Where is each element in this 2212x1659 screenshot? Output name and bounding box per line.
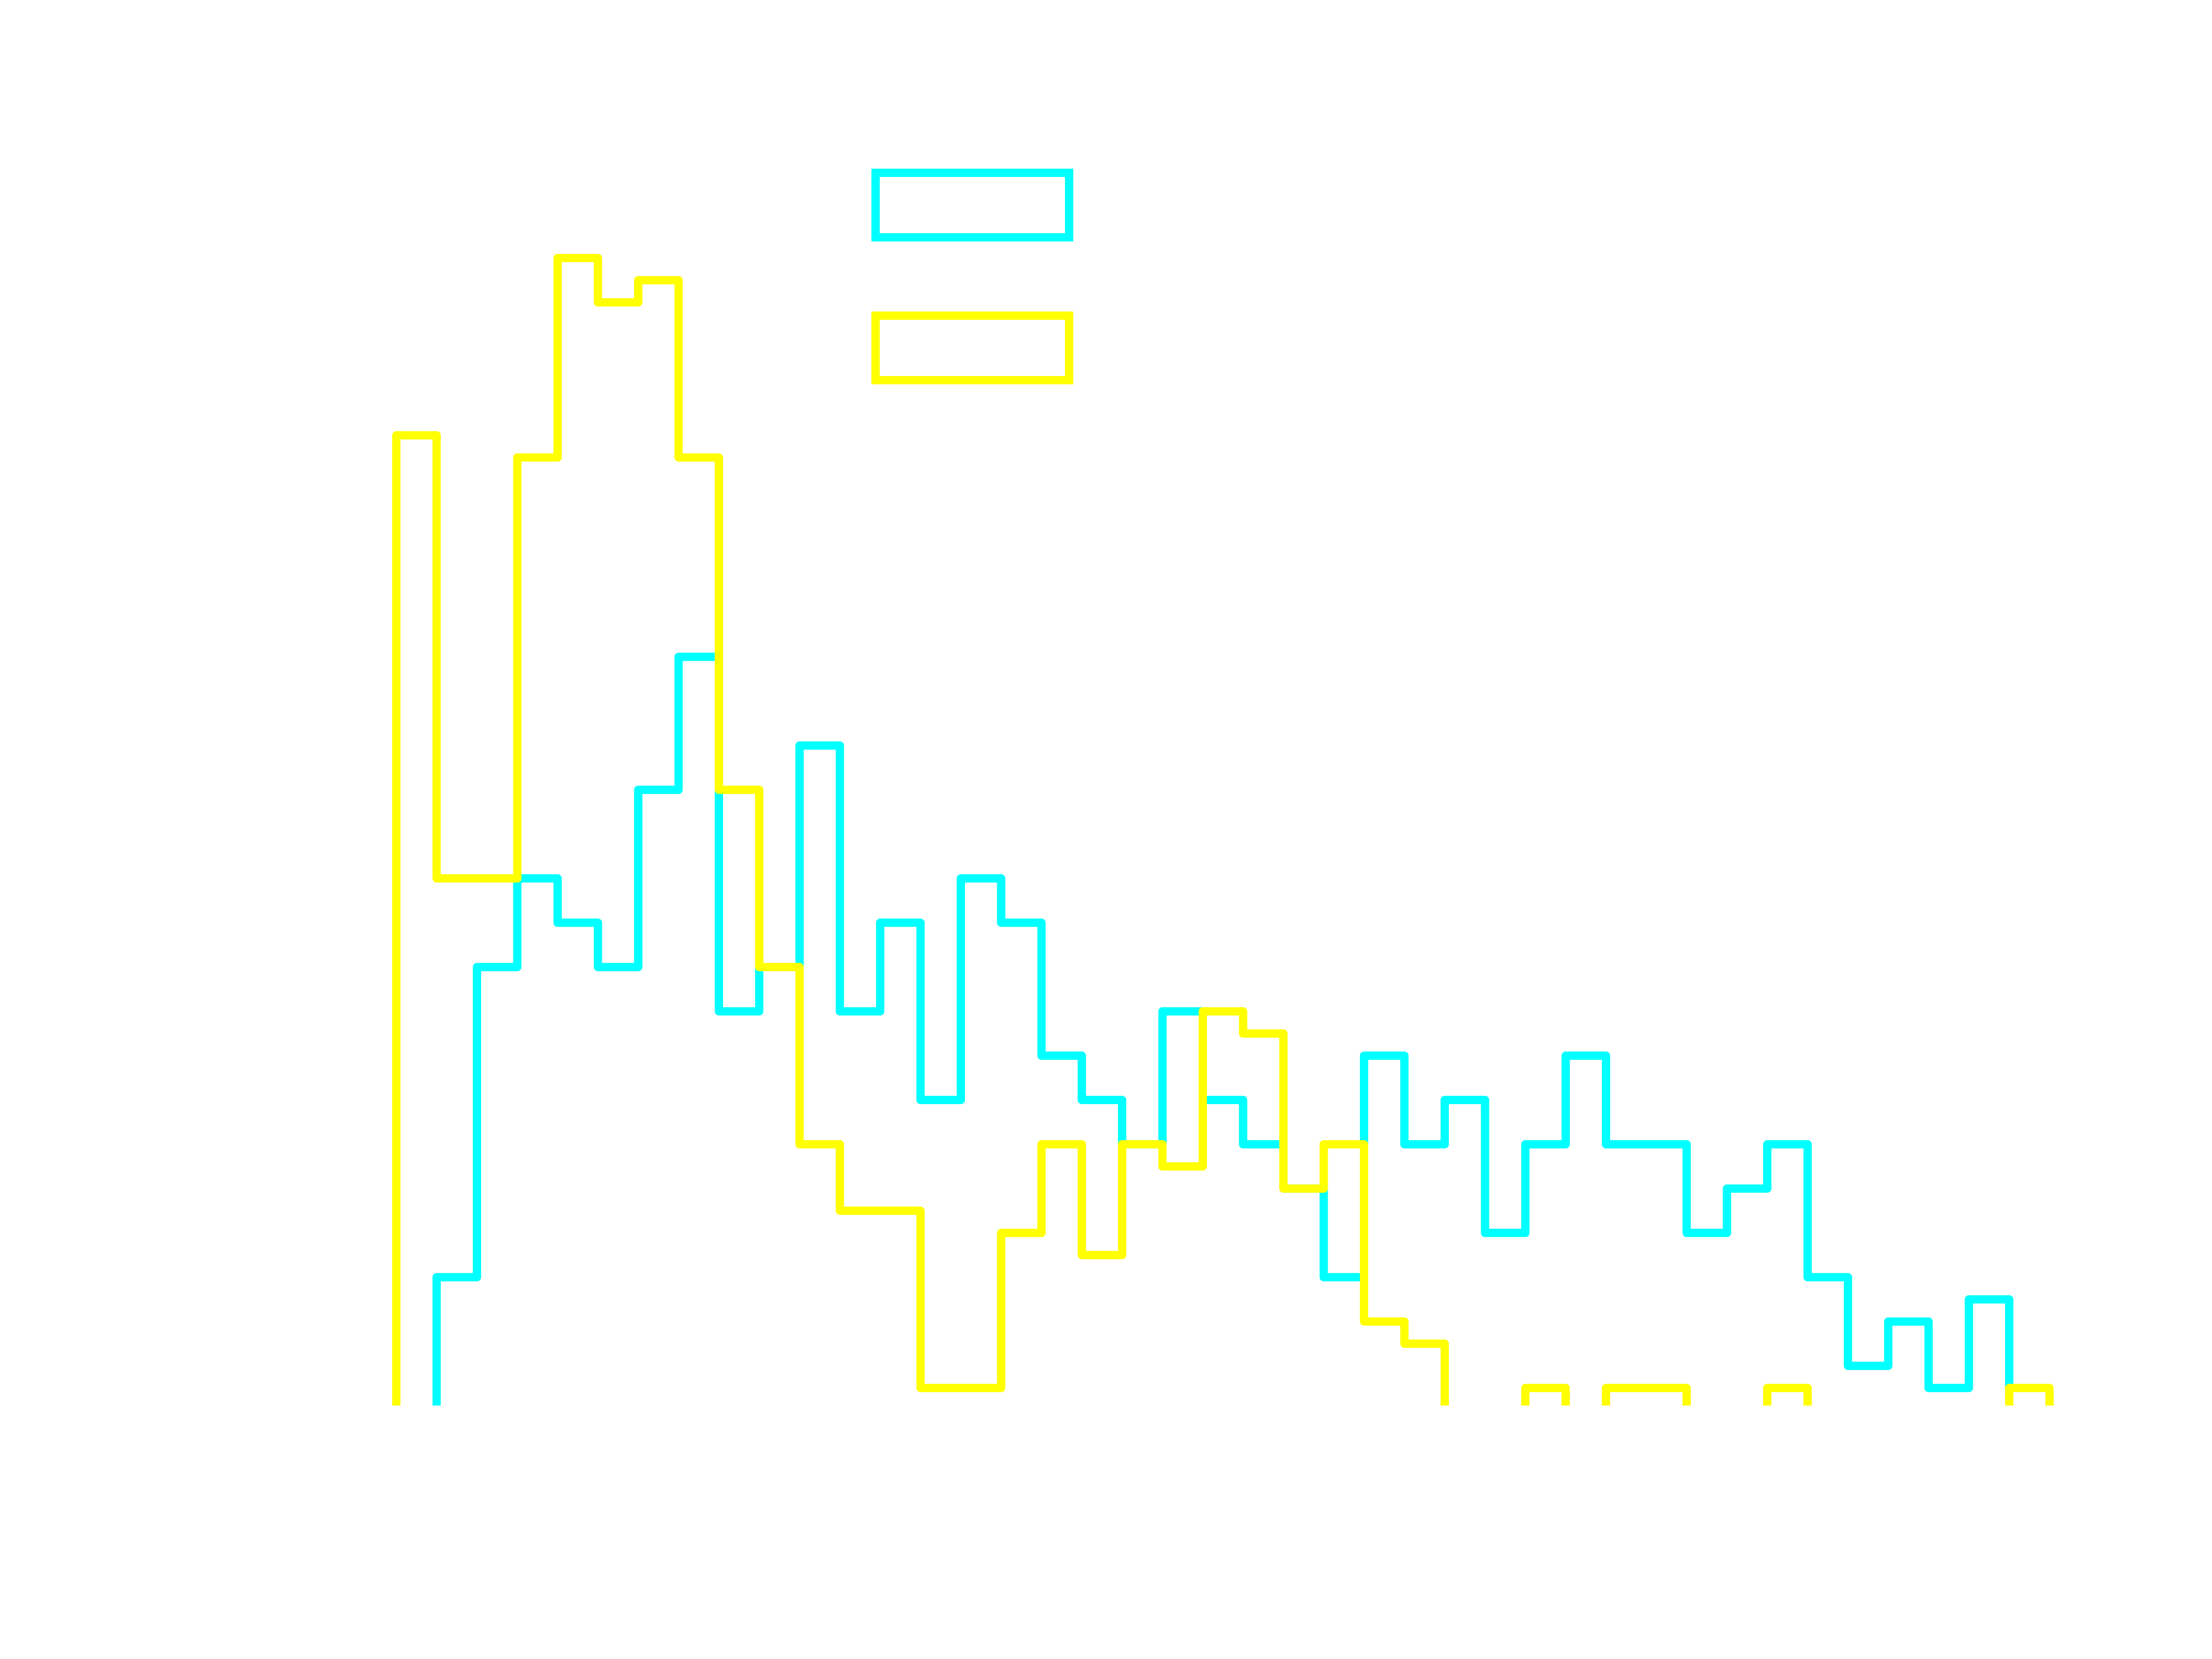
series-1-bin (1848, 1366, 1888, 1410)
series-2-bin (638, 280, 679, 1410)
series-1-bin (1485, 1233, 1526, 1410)
series-2-bin (518, 458, 558, 1410)
series-2-bin (840, 1211, 881, 1410)
series-1-bin (1888, 1322, 1929, 1410)
series-2-bin (396, 435, 437, 1410)
series-2-bin (679, 458, 719, 1410)
series-2-bin (1324, 1144, 1365, 1410)
series-2-bin (1122, 1144, 1163, 1410)
series-1-bin (1808, 1277, 1848, 1410)
series-2-bin (1405, 1344, 1445, 1410)
series-1-bin (1606, 1144, 1647, 1410)
series-2-bin (558, 258, 598, 1410)
series-2-bin (1203, 1012, 1243, 1410)
series-1-bin (961, 878, 1001, 1410)
series-2-bin (1243, 1034, 1284, 1410)
series-1-bin (1647, 1144, 1687, 1410)
series-2-bin (598, 302, 639, 1410)
series-1-bin (1687, 1233, 1727, 1410)
series-2-bin (1082, 1255, 1123, 1410)
series-1-bin (1445, 1100, 1485, 1410)
series-2-bin (1001, 1233, 1042, 1410)
series-1-bin (1727, 1188, 1768, 1410)
series-2-bin (477, 878, 518, 1410)
series-2-bin (1041, 1144, 1082, 1410)
series-2-bin (880, 1211, 921, 1410)
series-2-bin (719, 790, 759, 1410)
series-2-bin (1283, 1188, 1324, 1410)
series-1-bin (921, 1100, 961, 1410)
series-2-bin (800, 1144, 840, 1410)
series-2-bin (437, 878, 477, 1410)
plot-bottom-margin (0, 1406, 2212, 1659)
series-2-bin (1364, 1322, 1405, 1410)
series-1-bin (1767, 1144, 1808, 1410)
series-1-bin (1525, 1144, 1566, 1410)
legend (871, 169, 1073, 384)
legend-swatch-2 (871, 312, 1073, 384)
series-layer (0, 254, 2212, 1659)
series-1-bin (1969, 1300, 2010, 1410)
series-2-bin (759, 967, 800, 1410)
series-2-bin (1163, 1166, 1203, 1410)
series-1-bin (1566, 1056, 1606, 1410)
legend-swatch-1 (871, 169, 1073, 241)
